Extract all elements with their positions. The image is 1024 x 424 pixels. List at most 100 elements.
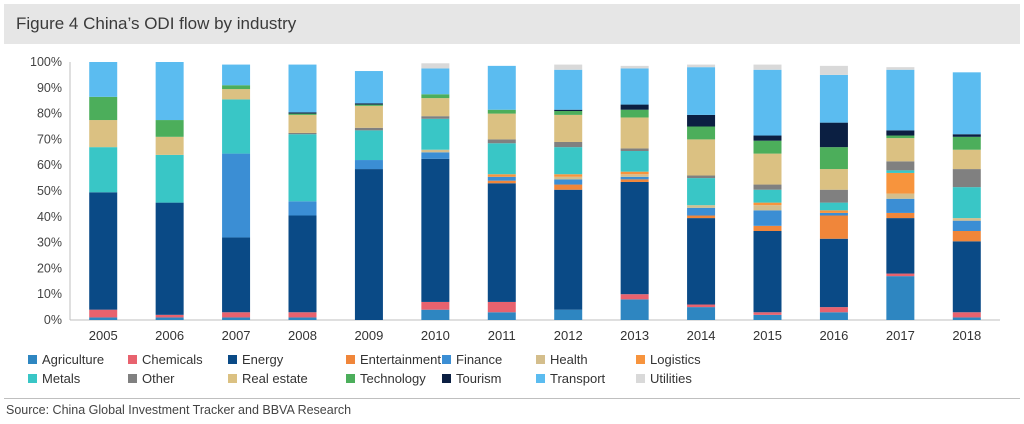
bar-segment-finance	[222, 153, 251, 238]
legend-item-agriculture: Agriculture	[28, 352, 104, 368]
y-tick-label: 20%	[37, 261, 62, 275]
bar-segment-finance	[620, 176, 649, 180]
legend-item-finance: Finance	[442, 352, 502, 368]
bar-segment-agriculture	[89, 317, 118, 320]
bar-segment-chemicals	[687, 304, 716, 308]
y-tick-label: 60%	[37, 158, 62, 172]
bar-segment-technology	[421, 94, 450, 99]
bar-segment-transport	[354, 71, 383, 104]
bar-segment-finance	[886, 198, 915, 213]
bar-segment-chemicals	[89, 309, 118, 318]
bar-segment-transport	[753, 69, 782, 136]
bar-segment-technology	[620, 109, 649, 118]
bar-segment-metals	[487, 143, 516, 175]
legend-label: Metals	[42, 371, 81, 386]
bar-segment-health	[886, 193, 915, 199]
bar-segment-chemicals	[819, 307, 848, 313]
bar-segment-chemicals	[222, 312, 251, 318]
bar-segment-health	[753, 205, 782, 211]
legend-swatch	[636, 355, 645, 365]
bar-segment-metals	[620, 151, 649, 172]
bar-segment-energy	[687, 218, 716, 305]
legend-swatch	[636, 374, 645, 384]
bar-segment-health	[421, 149, 450, 153]
bar-segment-utilities	[620, 65, 649, 69]
bar-segment-metals	[288, 134, 317, 202]
bar-segment-entertainment	[886, 212, 915, 219]
x-tick-label: 2012	[554, 328, 583, 343]
bar-segment-technology	[222, 85, 251, 90]
legend-label: Chemicals	[142, 352, 203, 367]
bar-segment-technology	[886, 135, 915, 139]
x-tick-label: 2017	[886, 328, 915, 343]
bar-segment-health	[687, 205, 716, 208]
bar-segment-real-estate	[288, 114, 317, 133]
bar-segment-metals	[222, 99, 251, 154]
bar-segment-chemicals	[155, 314, 184, 318]
bar-segment-technology	[487, 109, 516, 114]
bar-segment-chemicals	[620, 294, 649, 300]
bar-segment-agriculture	[554, 309, 583, 320]
bar-segment-metals	[952, 187, 981, 219]
bar-segment-real-estate	[155, 136, 184, 155]
bar-segment-transport	[819, 74, 848, 123]
x-tick-label: 2010	[421, 328, 450, 343]
bar-segment-energy	[753, 230, 782, 313]
bar-segment-energy	[952, 241, 981, 313]
bar-segment-energy	[222, 237, 251, 313]
bar-segment-agriculture	[222, 317, 251, 320]
bar-segment-tourism	[554, 109, 583, 112]
bar-segment-metals	[819, 202, 848, 211]
source-note: Source: China Global Investment Tracker …	[6, 403, 352, 417]
bar-segment-transport	[687, 67, 716, 115]
legend-label: Utilities	[650, 371, 692, 386]
bar-segment-energy	[89, 192, 118, 310]
bar-segment-metals	[89, 147, 118, 193]
bar-segment-entertainment	[687, 215, 716, 219]
bar-segment-technology	[89, 96, 118, 121]
bar-segment-utilities	[753, 64, 782, 70]
bar-segment-metals	[753, 189, 782, 203]
bar-segment-real-estate	[487, 113, 516, 140]
y-tick-label: 90%	[37, 81, 62, 95]
bar-segment-technology	[288, 113, 317, 115]
bar-segment-other	[620, 148, 649, 152]
x-tick-label: 2005	[89, 328, 118, 343]
bar-segment-entertainment	[819, 215, 848, 239]
bar-segment-metals	[687, 178, 716, 206]
bar-segment-transport	[421, 68, 450, 95]
bar-segment-real-estate	[89, 120, 118, 148]
legend-swatch	[536, 355, 545, 365]
legend-item-other: Other	[128, 371, 175, 387]
bar-segment-energy	[620, 181, 649, 295]
bar-segment-technology	[952, 136, 981, 150]
bar-segment-agriculture	[620, 299, 649, 320]
bar-segment-finance	[354, 160, 383, 170]
bar-segment-other	[819, 189, 848, 203]
bar-segment-logistics	[753, 202, 782, 206]
x-tick-label: 2013	[620, 328, 649, 343]
bar-segment-real-estate	[687, 139, 716, 176]
x-tick-label: 2014	[687, 328, 716, 343]
bar-segment-agriculture	[886, 276, 915, 320]
bar-segment-logistics	[554, 174, 583, 177]
bar-segment-tourism	[687, 114, 716, 127]
bar-segment-transport	[155, 62, 184, 121]
legend-swatch	[346, 355, 355, 365]
bar-segment-finance	[487, 176, 516, 181]
bar-segment-tourism	[753, 135, 782, 141]
bar-segment-energy	[288, 215, 317, 313]
bar-segment-logistics	[620, 171, 649, 175]
legend-swatch	[228, 355, 237, 365]
bar-segment-chemicals	[886, 273, 915, 277]
legend-label: Finance	[456, 352, 503, 367]
legend-item-utilities: Utilities	[636, 371, 692, 387]
y-tick-label: 10%	[37, 287, 62, 301]
bar-segment-agriculture	[487, 312, 516, 320]
x-tick-label: 2007	[222, 328, 251, 343]
bar-segment-finance	[687, 207, 716, 216]
legend-item-logistics: Logistics	[636, 352, 701, 368]
bar-segment-tourism	[886, 130, 915, 136]
bar-segment-energy	[421, 158, 450, 302]
bar-segment-technology	[155, 120, 184, 137]
